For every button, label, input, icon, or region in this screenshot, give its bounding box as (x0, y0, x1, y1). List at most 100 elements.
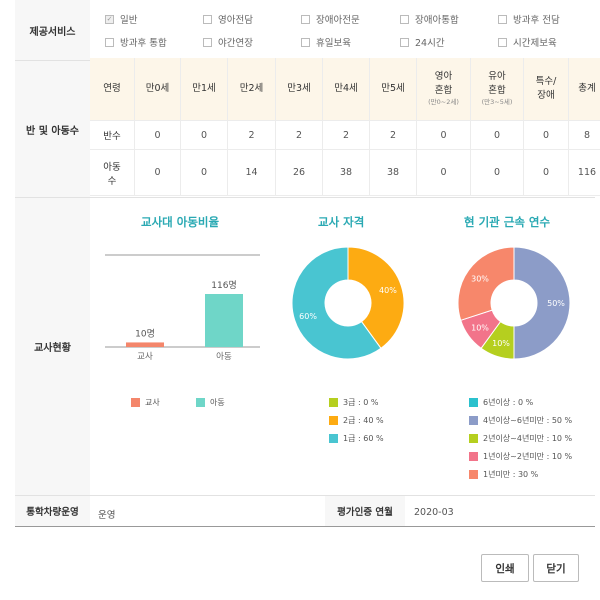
table-cell: 26 (275, 149, 323, 196)
column-header: 총계 (568, 58, 600, 121)
close-button[interactable]: 닫기 (533, 554, 579, 582)
checkbox-icon[interactable] (301, 37, 310, 47)
vehicle-value: 운영 (98, 510, 116, 521)
column-header-sublabel: (만0~2세) (428, 98, 459, 107)
service-checkbox[interactable]: 장애아통합 (400, 12, 459, 26)
service-checkbox-label: 영아전담 (218, 15, 253, 26)
column-header-label: 영아 혼합 (434, 70, 453, 97)
legend-label: 1급 : 60 % (343, 434, 384, 443)
legend-swatch (469, 434, 478, 443)
legend-item: 2급 : 40 % (329, 415, 384, 426)
service-checkbox[interactable]: ✓ 일반 (105, 12, 137, 26)
legend-item: 1년이상~2년미만 : 10 % (469, 451, 572, 462)
table-cell: 0 (134, 120, 181, 150)
service-checkbox[interactable]: 장애아전문 (301, 12, 360, 26)
ratio-chart-title: 교사대 아동비율 (141, 215, 220, 229)
column-header: 영아 혼합 (만0~2세) (416, 58, 471, 121)
checkbox-icon[interactable] (301, 14, 310, 24)
table-cell: 0 (180, 120, 228, 150)
service-checkbox[interactable]: 휴일보육 (301, 35, 351, 49)
legend-label: 교사 (145, 398, 160, 407)
legend-label: 1년이상~2년미만 : 10 % (483, 452, 573, 461)
column-header-label: 특수/ 장애 (535, 75, 557, 101)
pie-slice-label: 10% (471, 324, 489, 333)
column-header: 만4세 (322, 58, 370, 121)
checkbox-icon[interactable] (400, 14, 409, 24)
table-cell: 2 (322, 120, 370, 150)
table-cell: 0 (523, 149, 569, 196)
table-row: 아동 수 0 0 14 26 38 38 0 0 0 116 (90, 149, 600, 196)
pie-slice (513, 246, 571, 360)
legend-swatch (469, 398, 478, 407)
tenure-donut-chart: 50% 10%10% 30% (457, 246, 571, 360)
column-header: 특수/ 장애 (523, 58, 569, 121)
legend-label: 6년이상 : 0 % (483, 398, 534, 407)
service-checkbox-label: 장애아통합 (415, 15, 459, 26)
bar-value-label: 116명 (211, 280, 236, 291)
service-checkbox-label: 시간제보육 (513, 38, 557, 49)
column-header-label: 만4세 (334, 82, 358, 94)
table-cell: 0 (416, 149, 471, 196)
bar (126, 342, 164, 347)
service-checkbox[interactable]: 야간연장 (203, 35, 253, 49)
table-cell: 0 (470, 120, 524, 150)
column-header-label: 총계 (578, 82, 596, 94)
column-header: 연령 (90, 58, 135, 121)
checkbox-icon[interactable] (105, 37, 114, 47)
service-checkbox-label: 일반 (120, 15, 138, 26)
column-header: 만2세 (227, 58, 276, 121)
service-checkbox-label: 휴일보육 (316, 38, 351, 49)
classes-label: 반 및 아동수 (15, 61, 90, 197)
bar-category-label: 교사 (137, 352, 153, 362)
checkbox-icon[interactable] (498, 14, 507, 24)
table-cell: 8 (568, 120, 600, 150)
legend-swatch (469, 416, 478, 425)
cert-value: 2020-03 (414, 507, 454, 518)
checkbox-checked-icon[interactable]: ✓ (105, 14, 114, 24)
class-table-header: 연령 만0세 만1세 만2세 만3세 만4세 만5세 영아 혼합 (만0~2세) 유아 혼합 (만3… (90, 58, 600, 121)
service-checkbox[interactable]: 영아전담 (203, 12, 253, 26)
legend-label: 2년이상~4년미만 : 10 % (483, 434, 573, 443)
services-label: 제공서비스 (15, 0, 90, 60)
table-cell: 0 (470, 149, 524, 196)
service-checkbox[interactable]: 방과후 통합 (105, 35, 167, 49)
bar-category-label: 아동 (216, 351, 232, 362)
column-header-label: 연령 (103, 82, 121, 94)
legend-label: 아동 (210, 398, 225, 407)
checkbox-icon[interactable] (203, 14, 212, 24)
table-cell: 2 (227, 120, 276, 150)
table-cell: 2 (369, 120, 417, 150)
column-header: 만3세 (275, 58, 323, 121)
legend-item: 6년이상 : 0 % (469, 397, 533, 408)
service-checkbox[interactable]: 24시간 (400, 35, 445, 49)
column-header-label: 만5세 (381, 82, 405, 94)
divider (15, 495, 595, 496)
checkbox-icon[interactable] (400, 37, 409, 47)
pie-slice-label: 10% (492, 339, 510, 348)
legend-swatch (196, 398, 205, 407)
legend-item: 1급 : 60 % (329, 433, 384, 444)
service-checkbox[interactable]: 방과후 전담 (498, 12, 560, 26)
table-cell: 0 (134, 149, 181, 196)
table-cell: 38 (369, 149, 417, 196)
checkbox-icon[interactable] (203, 37, 212, 47)
tenure-chart-title: 현 기관 근속 연수 (464, 215, 551, 229)
checkbox-icon[interactable] (498, 37, 507, 47)
column-header-sublabel: (만3~5세) (481, 98, 513, 107)
legend-label: 3급 : 0 % (343, 398, 379, 407)
column-header: 유아 혼합 (만3~5세) (470, 58, 524, 121)
service-checkbox-label: 장애아전문 (316, 15, 360, 26)
table-cell: 0 (180, 149, 228, 196)
vehicle-label: 통학차량운영 (15, 496, 90, 526)
pie-slice (347, 246, 405, 350)
legend-swatch (131, 398, 140, 407)
service-checkbox-label: 야간연장 (218, 38, 253, 49)
legend-item-child: 아동 (196, 397, 225, 408)
bar-value-label: 10명 (135, 328, 155, 339)
legend-item: 3급 : 0 % (329, 397, 378, 408)
legend-swatch (329, 398, 338, 407)
legend-label: 2급 : 40 % (343, 416, 384, 425)
table-cell: 2 (275, 120, 323, 150)
print-button[interactable]: 인쇄 (481, 554, 529, 582)
service-checkbox[interactable]: 시간제보육 (498, 35, 557, 49)
